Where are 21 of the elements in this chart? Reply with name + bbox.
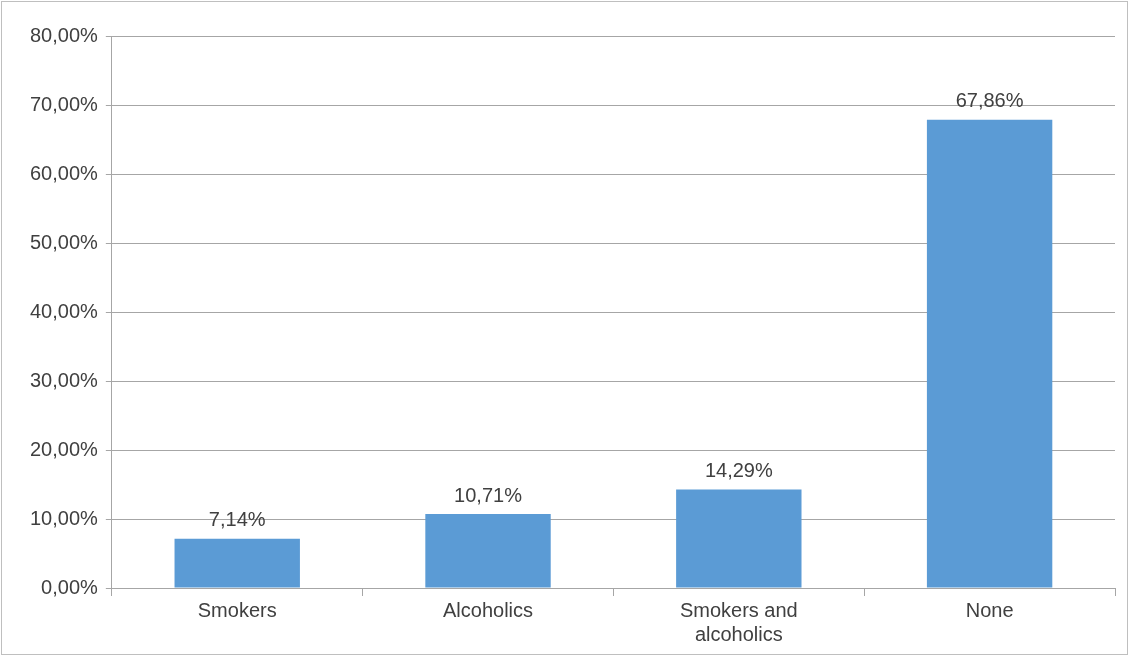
bar [425, 514, 551, 588]
y-tick-label: 80,00% [29, 23, 99, 46]
y-tick-label: 30,00% [29, 368, 99, 391]
data-label: 10,71% [454, 483, 523, 506]
y-tick-label: 0,00% [41, 575, 99, 598]
x-tick-label: Smokers [197, 598, 277, 621]
x-tick-label: Smokers and alcoholics [679, 598, 798, 645]
y-tick-label: 60,00% [29, 161, 99, 184]
y-tick-label: 40,00% [29, 299, 99, 322]
bar [676, 489, 802, 588]
x-tick-label: Alcoholics [443, 598, 534, 621]
data-label: 14,29% [704, 458, 773, 481]
bar [174, 538, 300, 588]
bar [926, 119, 1053, 588]
data-label: 7,14% [208, 508, 266, 531]
y-tick-label: 20,00% [29, 437, 99, 460]
y-tick-label: 10,00% [29, 506, 99, 529]
y-tick-label: 70,00% [29, 92, 99, 115]
data-label: 67,86% [955, 89, 1024, 112]
x-tick-label: None [965, 598, 1014, 621]
y-tick-label: 50,00% [29, 230, 99, 253]
